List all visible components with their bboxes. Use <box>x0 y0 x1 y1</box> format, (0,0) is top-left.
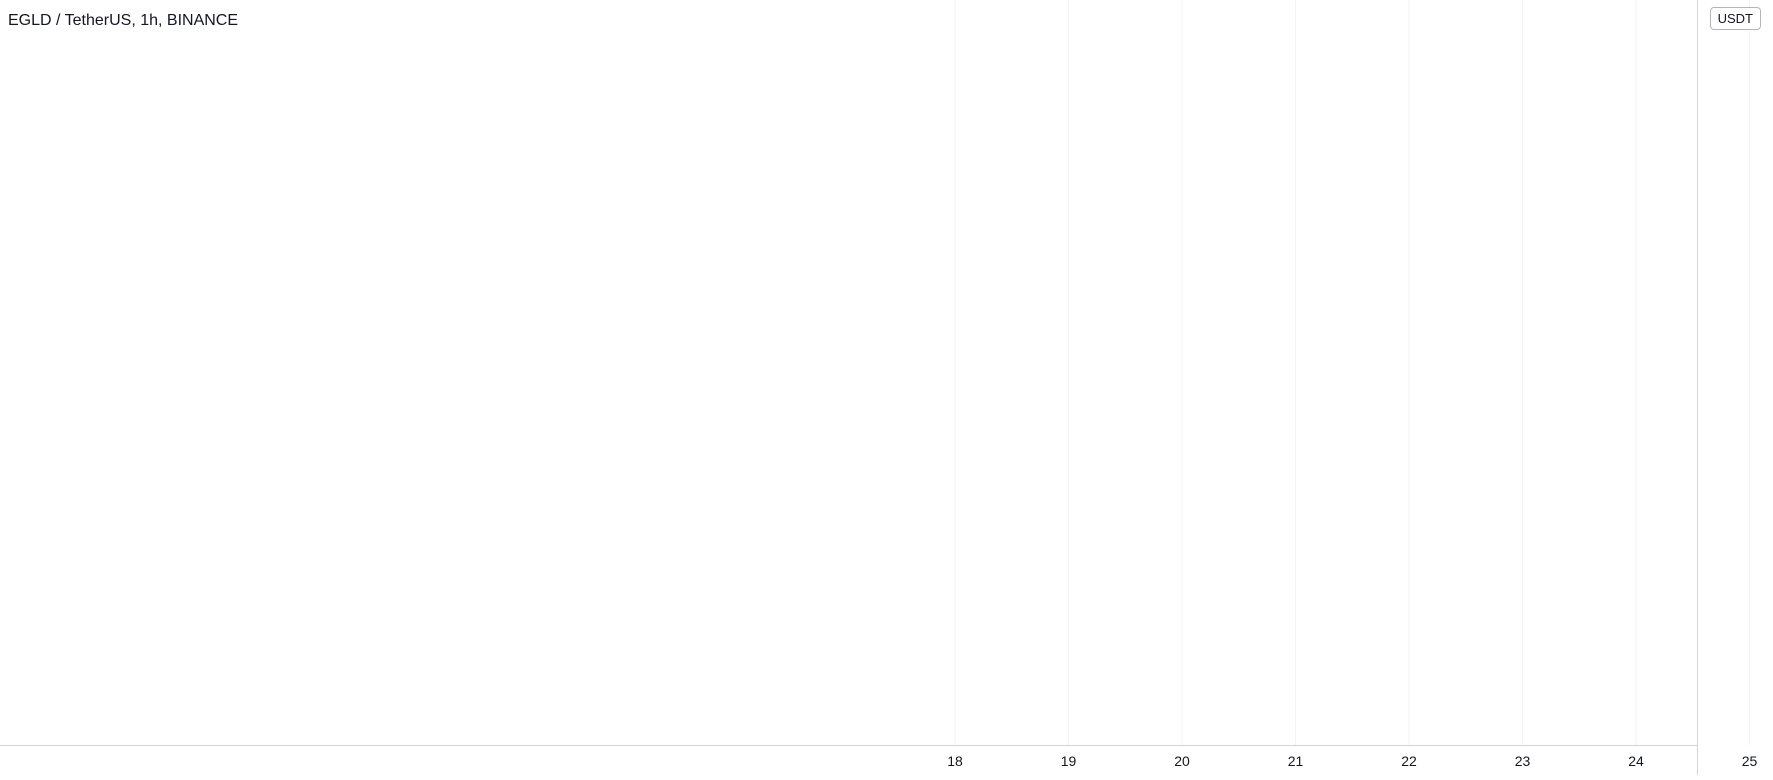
x-tick-label: 22 <box>1401 753 1417 769</box>
x-tick-label: 19 <box>1061 753 1077 769</box>
x-tick-label: 24 <box>1628 753 1644 769</box>
grid <box>954 0 1750 745</box>
x-tick-label: 25 <box>1742 753 1758 769</box>
x-tick-label: 23 <box>1515 753 1531 769</box>
plot-area <box>0 0 1697 745</box>
chart-title: EGLD / TetherUS, 1h, BINANCE <box>8 12 239 29</box>
x-tick-label: 20 <box>1174 753 1190 769</box>
x-tick-label: 21 <box>1288 753 1304 769</box>
x-tick-label: 18 <box>947 753 963 769</box>
currency-unit-button[interactable]: USDT <box>1709 7 1761 30</box>
